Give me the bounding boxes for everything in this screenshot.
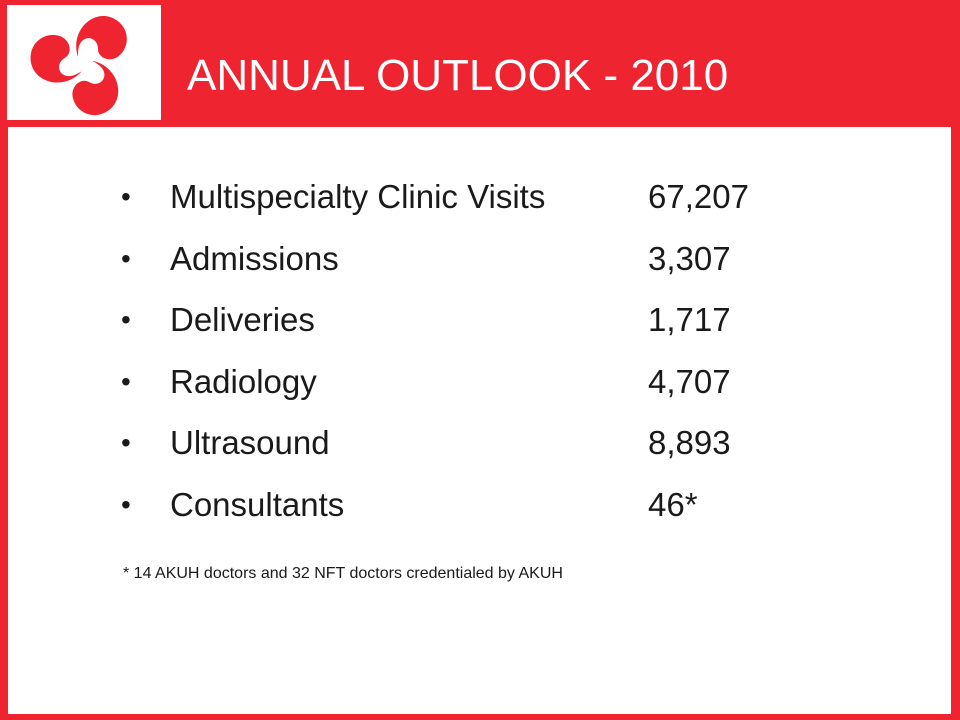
bullet-icon: •: [121, 365, 131, 397]
stat-label: Multispecialty Clinic Visits: [170, 178, 546, 215]
stat-value: 1,717: [648, 301, 731, 338]
stat-label: Ultrasound: [170, 424, 330, 461]
stat-value: 8,893: [648, 424, 731, 461]
stat-value: 4,707: [648, 362, 731, 400]
content-panel: • Multispecialty Clinic Visits 67,207 • …: [8, 127, 951, 714]
stat-value: 67,207: [648, 178, 749, 215]
stat-label: Deliveries: [170, 301, 315, 338]
stat-value: 3,307: [648, 239, 731, 277]
stat-label: Radiology: [170, 362, 317, 400]
tri-swirl-logo-icon: [21, 16, 129, 120]
bullet-icon: •: [121, 304, 131, 335]
stat-value: 46*: [648, 485, 698, 523]
stat-label: Consultants: [170, 485, 345, 523]
bullet-icon: •: [121, 181, 131, 212]
slide-title: ANNUAL OUTLOOK - 2010: [187, 51, 729, 100]
bullet-icon: •: [121, 427, 131, 458]
logo: [7, 5, 161, 120]
bullet-icon: •: [121, 242, 131, 274]
stat-label: Admissions: [170, 239, 339, 277]
bullet-icon: •: [121, 488, 131, 520]
footnote: * 14 AKUH doctors and 32 NFT doctors cre…: [123, 565, 563, 582]
